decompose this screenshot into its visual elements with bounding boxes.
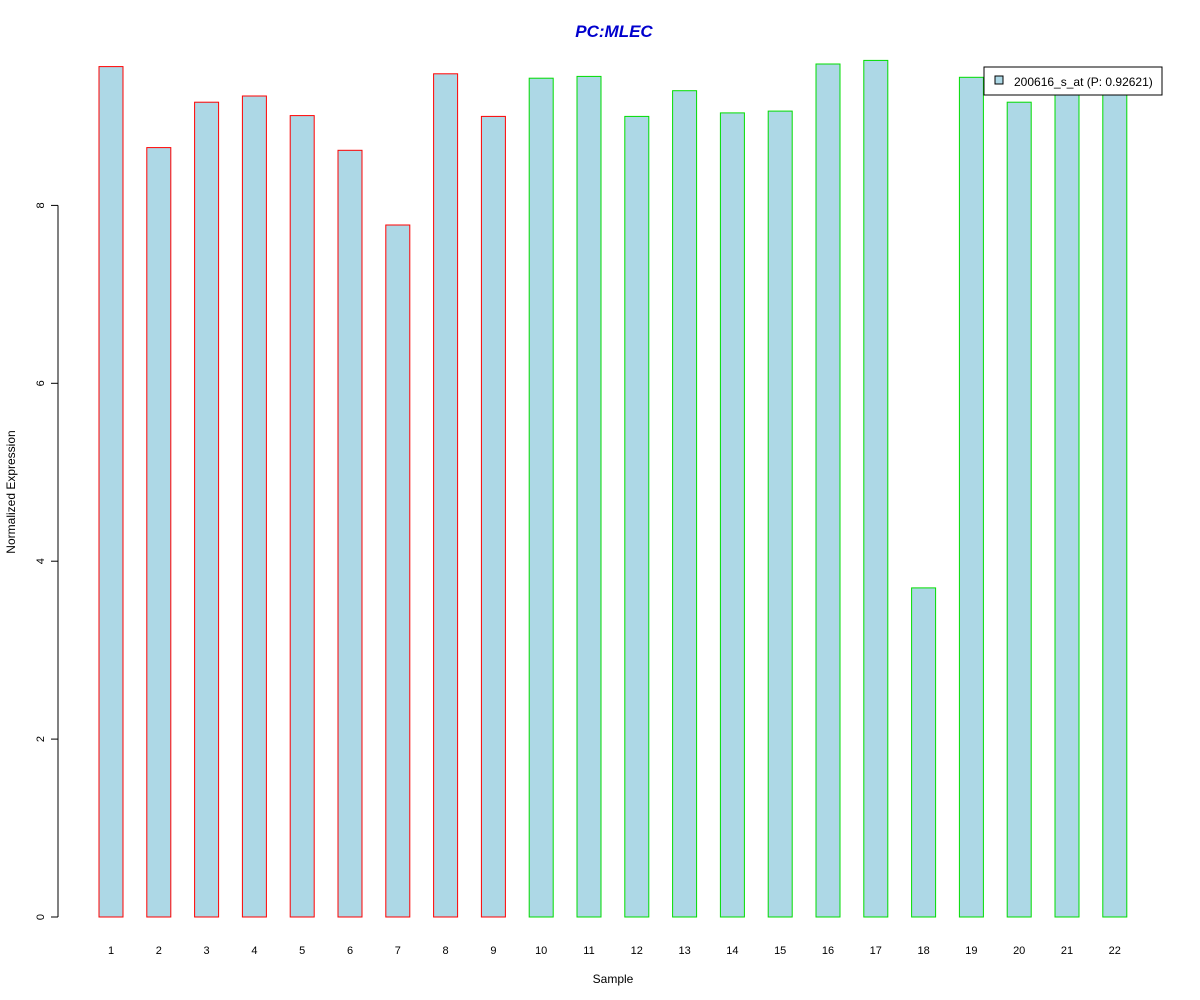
bar-sample-2	[146, 147, 172, 918]
x-tick-label: 22	[1109, 945, 1121, 957]
y-axis: 0 2 4 6 8	[35, 202, 59, 920]
x-tick-label: 15	[774, 945, 786, 957]
bar-sample-22	[1102, 84, 1128, 918]
bar-sample-8	[433, 73, 459, 918]
legend-label: 200616_s_at (P: 0.92621)	[1014, 75, 1153, 89]
x-tick-label: 12	[631, 945, 643, 957]
bar-sample-20	[1006, 101, 1032, 918]
bar-sample-18	[911, 587, 937, 918]
bar-sample-5	[289, 115, 315, 918]
bar-sample-16	[815, 63, 841, 918]
bar-sample-1	[98, 66, 124, 918]
x-tick-label: 5	[299, 945, 305, 957]
x-tick-label: 3	[204, 945, 210, 957]
y-tick-label: 2	[35, 736, 47, 742]
y-axis-label: Normalized Expression	[4, 430, 18, 553]
legend-box	[983, 66, 1163, 96]
x-tick-label: 4	[251, 945, 257, 957]
bar-sample-6	[337, 149, 363, 918]
bar-sample-14	[719, 112, 745, 918]
x-tick-label: 6	[347, 945, 353, 957]
bar-sample-11	[576, 75, 602, 918]
y-tick-label: 8	[35, 202, 47, 208]
bar-sample-7	[385, 224, 411, 918]
bar-sample-3	[194, 101, 220, 918]
x-tick-label: 20	[1013, 945, 1025, 957]
bar-sample-12	[624, 115, 650, 918]
bar-sample-9	[480, 115, 506, 918]
x-tick-label: 18	[917, 945, 929, 957]
x-tick-label: 1	[108, 945, 114, 957]
x-tick-label: 16	[822, 945, 834, 957]
x-tick-label: 8	[443, 945, 449, 957]
bar-sample-15	[767, 110, 793, 918]
x-axis-label: Sample	[593, 972, 634, 986]
legend-swatch	[994, 75, 1004, 85]
x-tick-label: 21	[1061, 945, 1073, 957]
bar-sample-4	[241, 95, 267, 918]
y-tick-label: 6	[35, 380, 47, 386]
legend: 200616_s_at (P: 0.92621)	[983, 66, 1163, 96]
y-tick-label: 0	[35, 914, 47, 920]
x-tick-label: 10	[535, 945, 547, 957]
bar-sample-17	[863, 59, 889, 918]
x-tick-label: 13	[678, 945, 690, 957]
x-tick-label: 2	[156, 945, 162, 957]
chart-title: PC:MLEC	[575, 22, 653, 41]
bar-sample-19	[958, 76, 984, 918]
bars-group	[98, 59, 1128, 918]
x-tick-label: 11	[583, 945, 594, 957]
bar-sample-13	[672, 90, 698, 918]
y-tick-label: 4	[35, 558, 47, 564]
bar-sample-10	[528, 77, 554, 918]
x-tick-label: 14	[726, 945, 738, 957]
x-tick-labels: 1 2 3 4 5 6 7 8 9 10 11 12 13 14 15 16 17 18 19 20 21 22	[108, 945, 1121, 957]
x-tick-label: 9	[490, 945, 496, 957]
x-tick-label: 17	[870, 945, 882, 957]
x-tick-label: 7	[395, 945, 401, 957]
x-tick-label: 19	[965, 945, 977, 957]
bar-sample-21	[1054, 82, 1080, 918]
